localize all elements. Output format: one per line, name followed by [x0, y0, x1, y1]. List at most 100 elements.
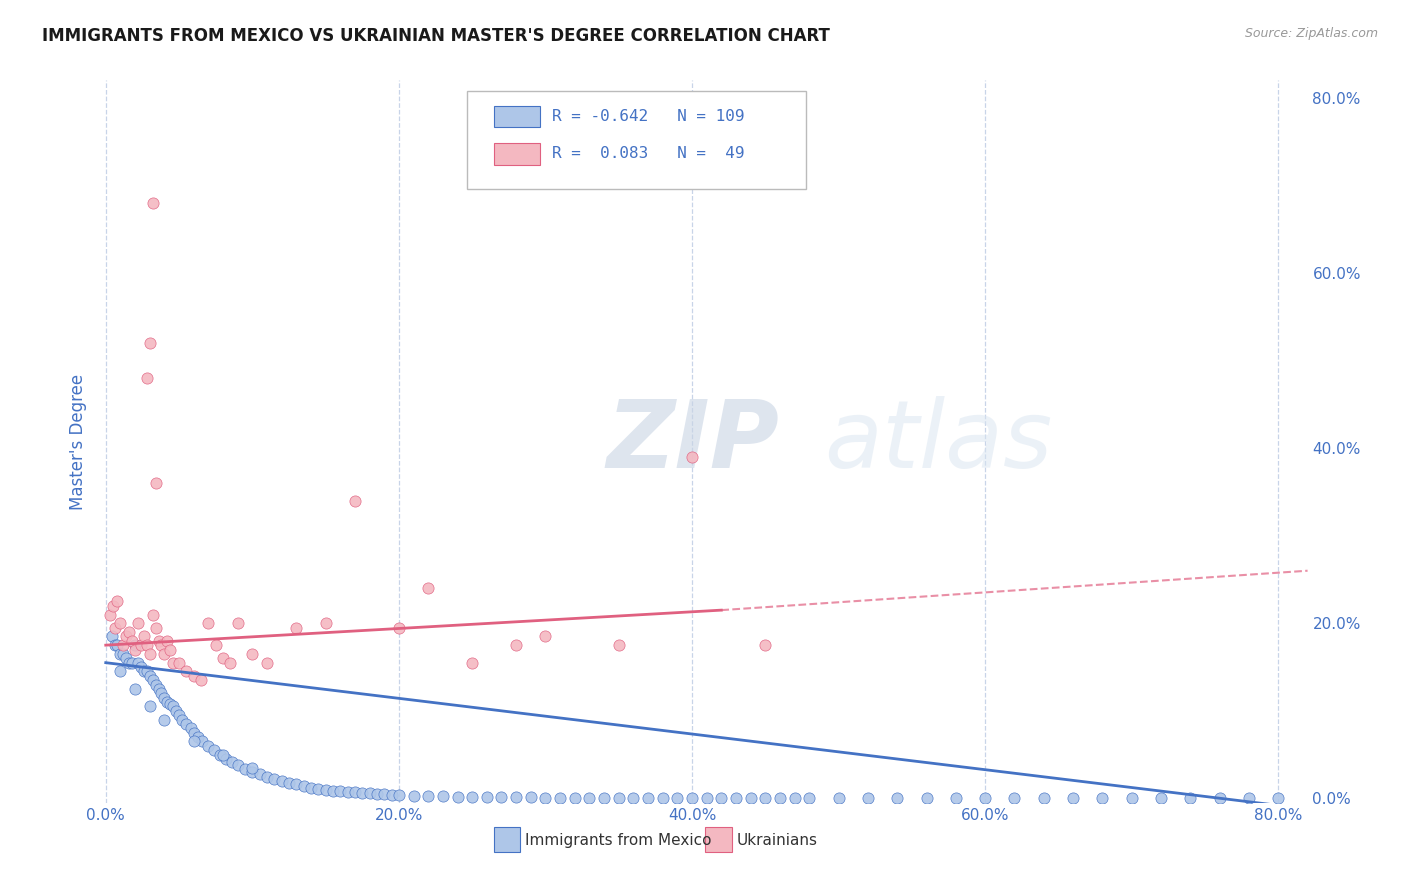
Point	[183, 725, 205, 739]
Point	[124, 681, 146, 696]
Point	[165, 704, 187, 718]
Text: Ukrainians: Ukrainians	[737, 833, 818, 848]
Point	[221, 755, 243, 769]
Point	[110, 616, 132, 631]
Point	[578, 790, 600, 805]
Point	[191, 734, 214, 748]
Bar	[706, 827, 733, 852]
Point	[226, 616, 249, 631]
Point	[446, 789, 468, 804]
Point	[366, 787, 388, 801]
Point	[915, 790, 938, 805]
Point	[153, 690, 176, 705]
Point	[432, 789, 454, 803]
Point	[124, 642, 146, 657]
Point	[249, 767, 271, 781]
Point	[388, 788, 411, 802]
Point	[1121, 790, 1143, 805]
Point	[380, 788, 402, 802]
Point	[127, 656, 149, 670]
Point	[138, 336, 160, 351]
Point	[170, 713, 193, 727]
FancyBboxPatch shape	[467, 91, 806, 189]
Point	[150, 686, 173, 700]
Point	[475, 789, 498, 804]
Point	[240, 647, 263, 661]
Point	[150, 638, 173, 652]
Point	[827, 790, 849, 805]
Point	[162, 656, 184, 670]
Point	[278, 775, 301, 789]
Point	[103, 621, 125, 635]
Text: R =  0.083   N =  49: R = 0.083 N = 49	[551, 146, 744, 161]
Point	[292, 779, 315, 793]
Point	[285, 621, 308, 635]
Point	[322, 783, 344, 797]
Point	[418, 789, 440, 803]
Point	[315, 782, 337, 797]
Point	[945, 790, 967, 805]
Point	[202, 743, 225, 757]
Point	[1208, 790, 1230, 805]
Point	[197, 616, 219, 631]
Bar	[494, 105, 540, 128]
Point	[607, 638, 630, 652]
Point	[710, 790, 733, 805]
Point	[256, 656, 278, 670]
Point	[402, 789, 425, 803]
Point	[112, 647, 135, 661]
Point	[329, 784, 352, 798]
Point	[754, 638, 776, 652]
Point	[607, 790, 630, 805]
Point	[1091, 790, 1114, 805]
Point	[156, 633, 179, 648]
Point	[548, 790, 571, 805]
Text: atlas: atlas	[824, 396, 1052, 487]
Point	[135, 665, 157, 679]
Point	[129, 660, 152, 674]
Point	[637, 790, 659, 805]
Point	[209, 747, 232, 762]
Point	[299, 780, 322, 795]
Point	[107, 594, 129, 608]
Point	[212, 651, 235, 665]
Point	[336, 785, 359, 799]
Point	[197, 739, 219, 753]
Point	[1004, 790, 1026, 805]
Point	[159, 697, 181, 711]
Point	[135, 371, 157, 385]
Point	[162, 699, 184, 714]
Point	[315, 616, 337, 631]
Point	[127, 616, 149, 631]
Point	[886, 790, 908, 805]
Point	[212, 747, 235, 762]
Text: R = -0.642   N = 109: R = -0.642 N = 109	[551, 109, 744, 124]
Point	[534, 790, 557, 805]
Point	[352, 786, 374, 800]
Point	[256, 770, 278, 784]
Point	[1062, 790, 1084, 805]
Point	[696, 790, 718, 805]
Point	[98, 607, 121, 622]
Point	[176, 665, 198, 679]
Point	[974, 790, 997, 805]
Point	[145, 476, 167, 491]
Point	[142, 607, 165, 622]
Point	[651, 790, 673, 805]
Point	[666, 790, 689, 805]
Point	[285, 777, 308, 791]
Point	[115, 651, 138, 665]
Point	[219, 656, 242, 670]
Point	[520, 789, 543, 804]
Point	[101, 599, 124, 613]
Point	[138, 699, 160, 714]
Point	[270, 773, 292, 788]
Point	[145, 677, 167, 691]
Point	[724, 790, 747, 805]
Point	[112, 638, 135, 652]
Point	[103, 638, 125, 652]
Point	[461, 789, 484, 804]
Point	[1032, 790, 1054, 805]
Point	[593, 790, 616, 805]
Point	[621, 790, 644, 805]
